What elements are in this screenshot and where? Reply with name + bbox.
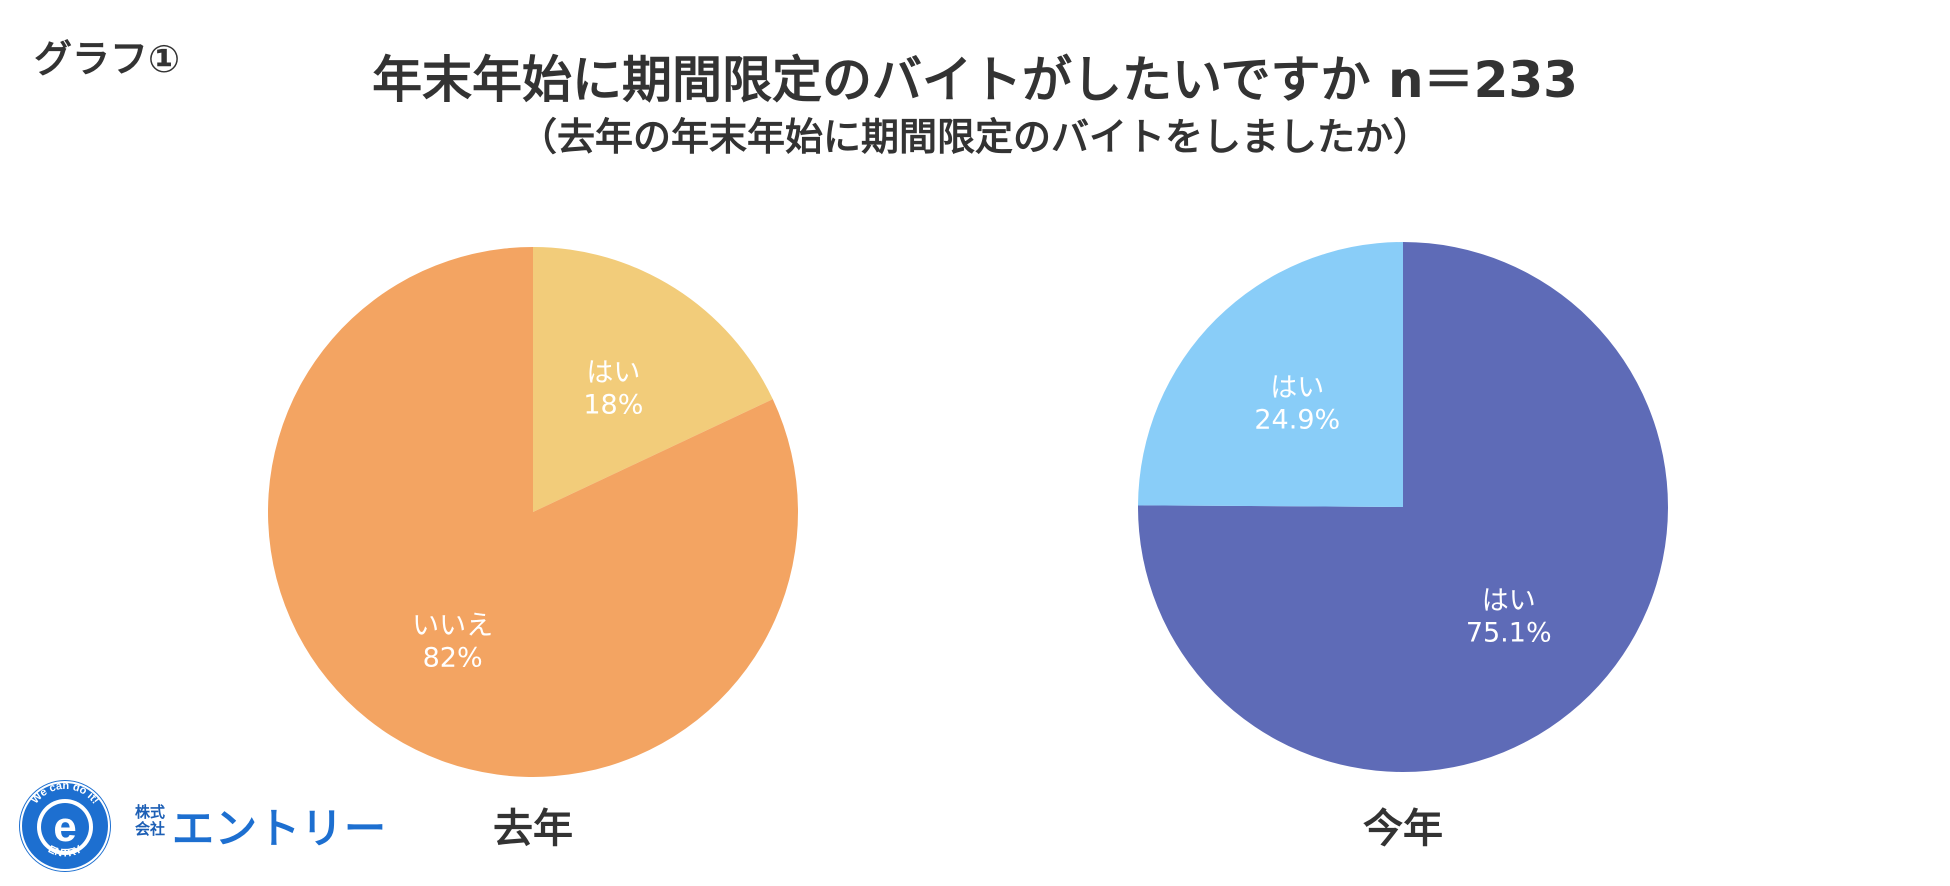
this-year-slice-0-label: はい bbox=[1482, 585, 1536, 616]
logo-company-name: エントリー bbox=[172, 804, 388, 853]
last-year-slice-0-label: はい bbox=[586, 357, 640, 388]
pie-caption-this-year: 今年 bbox=[1363, 806, 1443, 852]
logo-ring-text-bottom: ENTRY bbox=[46, 843, 84, 859]
this-year-slice-1-label: はい bbox=[1270, 373, 1324, 404]
chart-title: 年末年始に期間限定のバイトがしたいですか n＝233 bbox=[372, 51, 1578, 109]
entry-logo-icon: e We can do it! ENTRY bbox=[19, 780, 111, 872]
last-year-slice-1-label: いいえ bbox=[412, 611, 493, 642]
this-year-slice-0-value: 75.1% bbox=[1466, 617, 1552, 648]
graph-label: グラフ① bbox=[34, 37, 181, 81]
last-year-slice-0 bbox=[533, 247, 773, 512]
logo-company-prefix: 株式会社 bbox=[135, 803, 166, 838]
this-year-slice-1-value: 24.9% bbox=[1254, 405, 1340, 436]
svg-text:ENTRY: ENTRY bbox=[46, 843, 84, 859]
last-year-slice-0-value: 18% bbox=[583, 389, 643, 420]
last-year-slice-1 bbox=[268, 247, 799, 778]
logo-letter: e bbox=[53, 803, 76, 850]
pie-caption-last-year: 去年 bbox=[493, 806, 573, 852]
last-year-slice-1-value: 82% bbox=[423, 643, 483, 674]
this-year-slice-1 bbox=[1138, 242, 1403, 507]
chart-subtitle: （去年の年末年始に期間限定のバイトをしましたか） bbox=[518, 115, 1431, 159]
